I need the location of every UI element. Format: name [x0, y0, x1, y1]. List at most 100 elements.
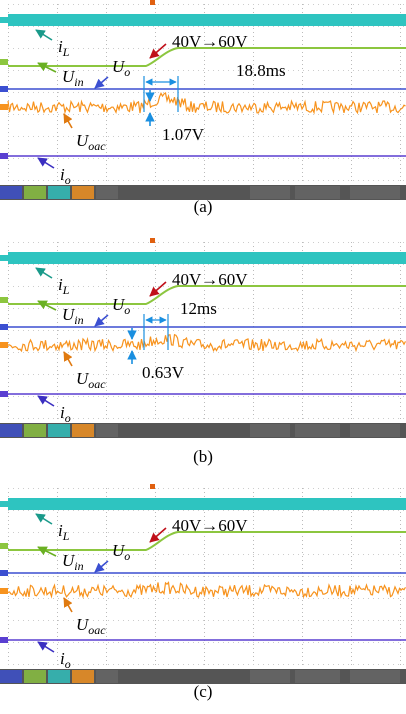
grid-dot — [23, 308, 24, 309]
grid-dot — [302, 330, 303, 331]
grid-dot — [213, 576, 214, 577]
grid-dot — [203, 510, 204, 511]
grid-dot — [298, 620, 299, 621]
grid-dot — [98, 664, 99, 665]
grid-dot — [98, 418, 99, 419]
grid-dot — [128, 330, 129, 331]
grid-dot — [263, 374, 264, 375]
grid-dot — [338, 598, 339, 599]
grid-dot — [193, 418, 194, 419]
grid-dot — [283, 664, 284, 665]
grid-dot — [73, 664, 74, 665]
grid-dot — [273, 308, 274, 309]
grid-dot — [106, 322, 107, 323]
grid-dot — [148, 4, 149, 5]
grid-dot — [351, 516, 352, 517]
grid-dot — [351, 176, 352, 177]
grid-dot — [38, 418, 39, 419]
grid-dot — [351, 402, 352, 403]
grid-dot — [328, 242, 329, 243]
grid-dot — [373, 158, 374, 159]
grid-dot — [155, 302, 156, 303]
grid-dot — [148, 352, 149, 353]
grid-dot — [155, 116, 156, 117]
grid-dot — [193, 158, 194, 159]
grid-dot — [298, 510, 299, 511]
grid-dot — [302, 418, 303, 419]
grid-dot — [400, 540, 401, 541]
grid-dot — [8, 598, 9, 599]
grid-dot — [158, 396, 159, 397]
grid-dot — [258, 664, 259, 665]
grid-dot — [78, 264, 79, 265]
grid-dot — [155, 68, 156, 69]
grid-dot — [233, 576, 234, 577]
grid-dot — [288, 510, 289, 511]
grid-dot — [138, 136, 139, 137]
grid-dot — [106, 116, 107, 117]
grid-dot — [138, 286, 139, 287]
grid-dot — [148, 242, 149, 243]
grid-dot — [308, 488, 309, 489]
grid-dot — [106, 398, 107, 399]
grid-dot — [53, 396, 54, 397]
grid-dot — [253, 26, 254, 27]
grid-dot — [213, 488, 214, 489]
grid-dot — [8, 632, 9, 633]
grid-dot — [8, 52, 9, 53]
grid-dot — [78, 180, 79, 181]
grid-dot — [268, 664, 269, 665]
grid-dot — [8, 390, 9, 391]
grid-dot — [93, 352, 94, 353]
grid-dot — [333, 114, 334, 115]
grid-dot — [403, 180, 404, 181]
grid-dot — [143, 598, 144, 599]
grid-dot — [73, 158, 74, 159]
il-arrow — [36, 514, 52, 524]
grid-dot — [63, 264, 64, 265]
grid-dot — [293, 264, 294, 265]
grid-dot — [155, 270, 156, 271]
grid-dot — [23, 642, 24, 643]
grid-dot — [223, 598, 224, 599]
grid-dot — [133, 488, 134, 489]
grid-dot — [204, 120, 205, 121]
grid-dot — [343, 374, 344, 375]
grid-dot — [155, 584, 156, 585]
grid-dot — [273, 576, 274, 577]
grid-dot — [158, 158, 159, 159]
grid-dot — [28, 4, 29, 5]
grid-dot — [393, 264, 394, 265]
grid-dot — [163, 330, 164, 331]
grid-dot — [123, 642, 124, 643]
status-box — [48, 424, 70, 437]
grid-dot — [103, 92, 104, 93]
grid-dot — [133, 352, 134, 353]
uo-arrow — [95, 561, 108, 572]
grid-dot — [302, 160, 303, 161]
grid-dot — [258, 576, 259, 577]
grid-dot — [57, 354, 58, 355]
grid-dot — [38, 554, 39, 555]
grid-dot — [302, 366, 303, 367]
grid-dot — [288, 418, 289, 419]
grid-dot — [268, 620, 269, 621]
grid-dot — [73, 510, 74, 511]
grid-dot — [148, 48, 149, 49]
grid-dot — [73, 26, 74, 27]
grid-dot — [68, 374, 69, 375]
grid-dot — [348, 374, 349, 375]
grid-dot — [128, 374, 129, 375]
grid-dot — [373, 70, 374, 71]
grid-dot — [106, 584, 107, 585]
grid-dot — [218, 136, 219, 137]
grid-dot — [8, 560, 9, 561]
grid-dot — [302, 80, 303, 81]
grid-dot — [248, 242, 249, 243]
grid-dot — [163, 158, 164, 159]
grid-dot — [57, 418, 58, 419]
grid-dot — [23, 330, 24, 331]
grid-dot — [278, 4, 279, 5]
grid-dot — [378, 418, 379, 419]
grid-dot — [383, 26, 384, 27]
